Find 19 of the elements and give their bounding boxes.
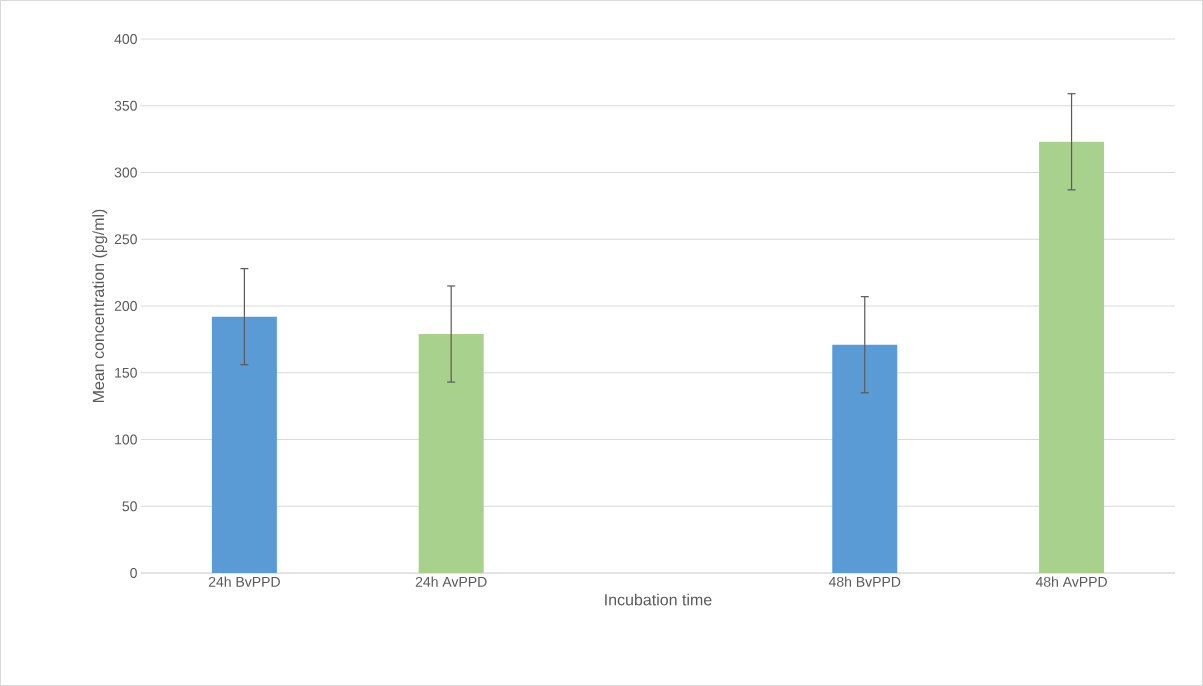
x-tick-label: 48h AvPPD	[1035, 576, 1107, 587]
x-tick-label: 24h AvPPD	[415, 576, 487, 587]
y-axis-title: Mean concentration (pg/ml)	[92, 209, 108, 403]
bar	[832, 344, 898, 573]
y-tick-label: 400	[114, 34, 137, 44]
x-tick-label: 24h BvPPD	[208, 576, 280, 587]
y-tick-label: 0	[130, 568, 137, 578]
y-tick-label: 50	[122, 501, 137, 512]
bar	[418, 334, 484, 573]
y-tick-label: 300	[114, 167, 137, 178]
y-tick-label: 350	[114, 100, 137, 111]
x-tick-label: 48h BvPPD	[828, 576, 901, 587]
y-tick-label: 200	[114, 301, 137, 311]
x-axis-title: Incubation time	[605, 593, 712, 606]
bar	[1039, 141, 1105, 573]
bar	[211, 316, 277, 573]
y-tick-label: 100	[115, 434, 137, 445]
y-tick-label: 150	[115, 367, 137, 378]
y-tick-label: 250	[114, 234, 137, 245]
